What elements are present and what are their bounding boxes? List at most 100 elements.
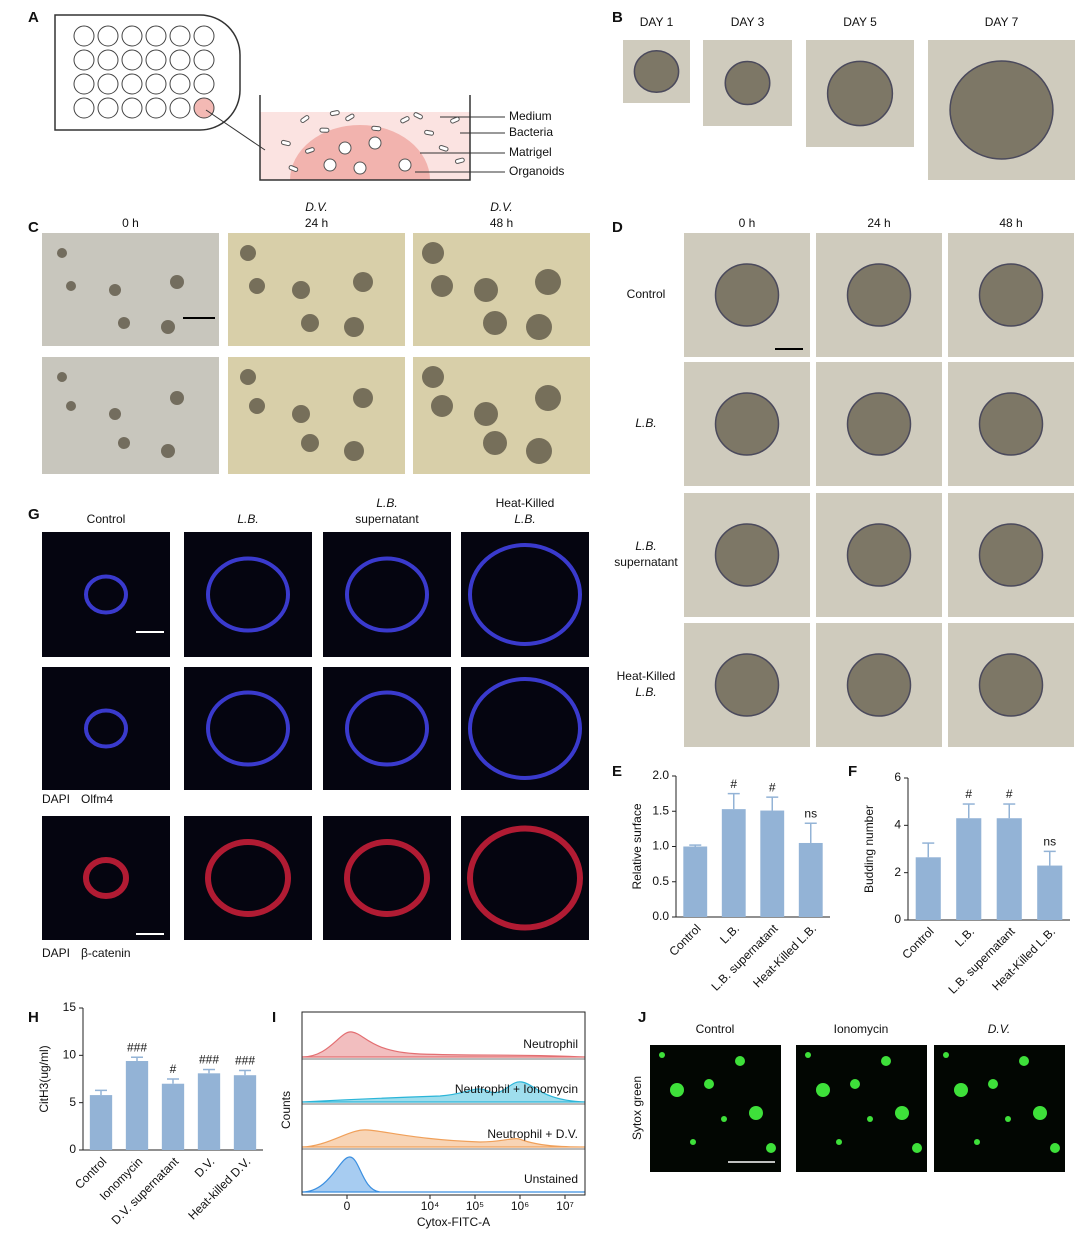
significance-label: ns xyxy=(804,806,817,820)
organoid xyxy=(633,49,680,94)
well xyxy=(169,97,191,119)
legend-label: DAPI xyxy=(42,946,70,960)
fluorescence-image xyxy=(42,532,170,657)
fluorescence-image xyxy=(461,667,589,790)
diagram-label: Matrigel xyxy=(509,145,552,159)
organoid xyxy=(249,398,265,414)
histogram-curve xyxy=(301,1156,585,1193)
organoid-icon xyxy=(323,158,337,172)
organoid xyxy=(118,437,130,449)
column-header: 48 h xyxy=(490,216,513,230)
bacterium xyxy=(345,113,355,122)
x-tick-label: D.V. supernatant xyxy=(109,1154,182,1227)
histogram-label: Neutrophil + Ionomycin xyxy=(455,1082,578,1096)
stained-cell xyxy=(704,1079,714,1089)
column-header: D.V. xyxy=(988,1022,1010,1036)
stained-organoid xyxy=(206,690,290,767)
fluorescence-image xyxy=(42,667,170,790)
stained-organoid xyxy=(468,543,582,646)
organoid xyxy=(66,401,76,411)
column-header: D.V. xyxy=(490,200,512,214)
well xyxy=(97,49,119,71)
well xyxy=(145,49,167,71)
organoid xyxy=(118,317,130,329)
bar xyxy=(721,809,746,917)
organoid xyxy=(431,275,453,297)
x-tick-label: Heat-killed D.V. xyxy=(185,1154,253,1222)
fluorescence-image xyxy=(42,816,170,940)
well xyxy=(169,49,191,71)
column-header: 0 h xyxy=(739,216,756,230)
fluorescence-image xyxy=(184,816,312,940)
bacterium xyxy=(450,116,460,124)
x-tick-label: L.B. xyxy=(717,921,742,946)
diagram-label: Bacteria xyxy=(509,125,553,139)
column-header: 48 h xyxy=(999,216,1022,230)
bar xyxy=(125,1061,149,1150)
panel-letter: E xyxy=(612,763,622,780)
organoid xyxy=(483,311,507,335)
stained-cell xyxy=(1050,1143,1060,1153)
x-tick-label: L.B. xyxy=(952,924,977,949)
x-tick-label: L.B. supernatant xyxy=(708,921,781,994)
significance-label: # xyxy=(730,777,737,791)
stained-organoid xyxy=(345,690,429,767)
organoid xyxy=(161,320,175,334)
row-label: L.B. xyxy=(635,416,656,430)
bar xyxy=(197,1073,221,1150)
well xyxy=(193,25,215,47)
stained-cell xyxy=(867,1116,873,1122)
bar xyxy=(915,857,941,920)
organoid xyxy=(344,317,364,337)
organoid xyxy=(978,263,1044,327)
stained-cell xyxy=(735,1056,745,1066)
well xyxy=(193,49,215,71)
bar xyxy=(683,846,708,917)
organoid xyxy=(526,438,552,464)
well xyxy=(193,73,215,95)
y-axis-label: CitH3(ug/ml) xyxy=(37,1045,51,1112)
x-tick-label: Control xyxy=(899,924,936,961)
y-tick-label: 6 xyxy=(894,770,901,784)
histogram-label: Unstained xyxy=(524,1172,578,1186)
organoid xyxy=(422,366,444,388)
bar xyxy=(956,818,982,920)
fluorescence-image xyxy=(323,816,451,940)
panel-letter: H xyxy=(28,1009,39,1026)
y-axis-label: Relative surface xyxy=(630,803,644,889)
organoid xyxy=(292,281,310,299)
stained-cell xyxy=(1033,1106,1047,1120)
significance-label: # xyxy=(769,780,776,794)
well xyxy=(169,73,191,95)
diagram-label: Medium xyxy=(509,109,552,123)
histogram-label: Neutrophil + D.V. xyxy=(487,1127,578,1141)
bar xyxy=(161,1083,185,1150)
column-header: 0 h xyxy=(122,216,139,230)
bacterium xyxy=(305,147,315,154)
y-axis-label: Counts xyxy=(279,1091,293,1129)
organoid xyxy=(109,284,121,296)
micrograph xyxy=(228,357,405,474)
well xyxy=(121,97,143,119)
x-tick-label: 0 xyxy=(344,1199,351,1213)
bar xyxy=(760,810,785,917)
stained-cell xyxy=(1005,1116,1011,1122)
well xyxy=(97,97,119,119)
organoid xyxy=(57,248,67,258)
row-label: Control xyxy=(627,287,666,301)
significance-label: ### xyxy=(235,1054,255,1068)
y-tick-label: 1.0 xyxy=(652,839,669,853)
well xyxy=(73,73,95,95)
column-header: 24 h xyxy=(305,216,328,230)
fluorescence-image xyxy=(323,532,451,657)
organoid xyxy=(353,272,373,292)
significance-label: # xyxy=(170,1062,177,1076)
bacterium xyxy=(454,157,465,164)
stained-cell xyxy=(1019,1056,1029,1066)
organoid xyxy=(249,278,265,294)
stained-cell xyxy=(805,1052,811,1058)
stained-cell xyxy=(659,1052,665,1058)
organoid xyxy=(353,388,373,408)
stained-cell xyxy=(988,1079,998,1089)
panel-letter: F xyxy=(848,763,857,780)
